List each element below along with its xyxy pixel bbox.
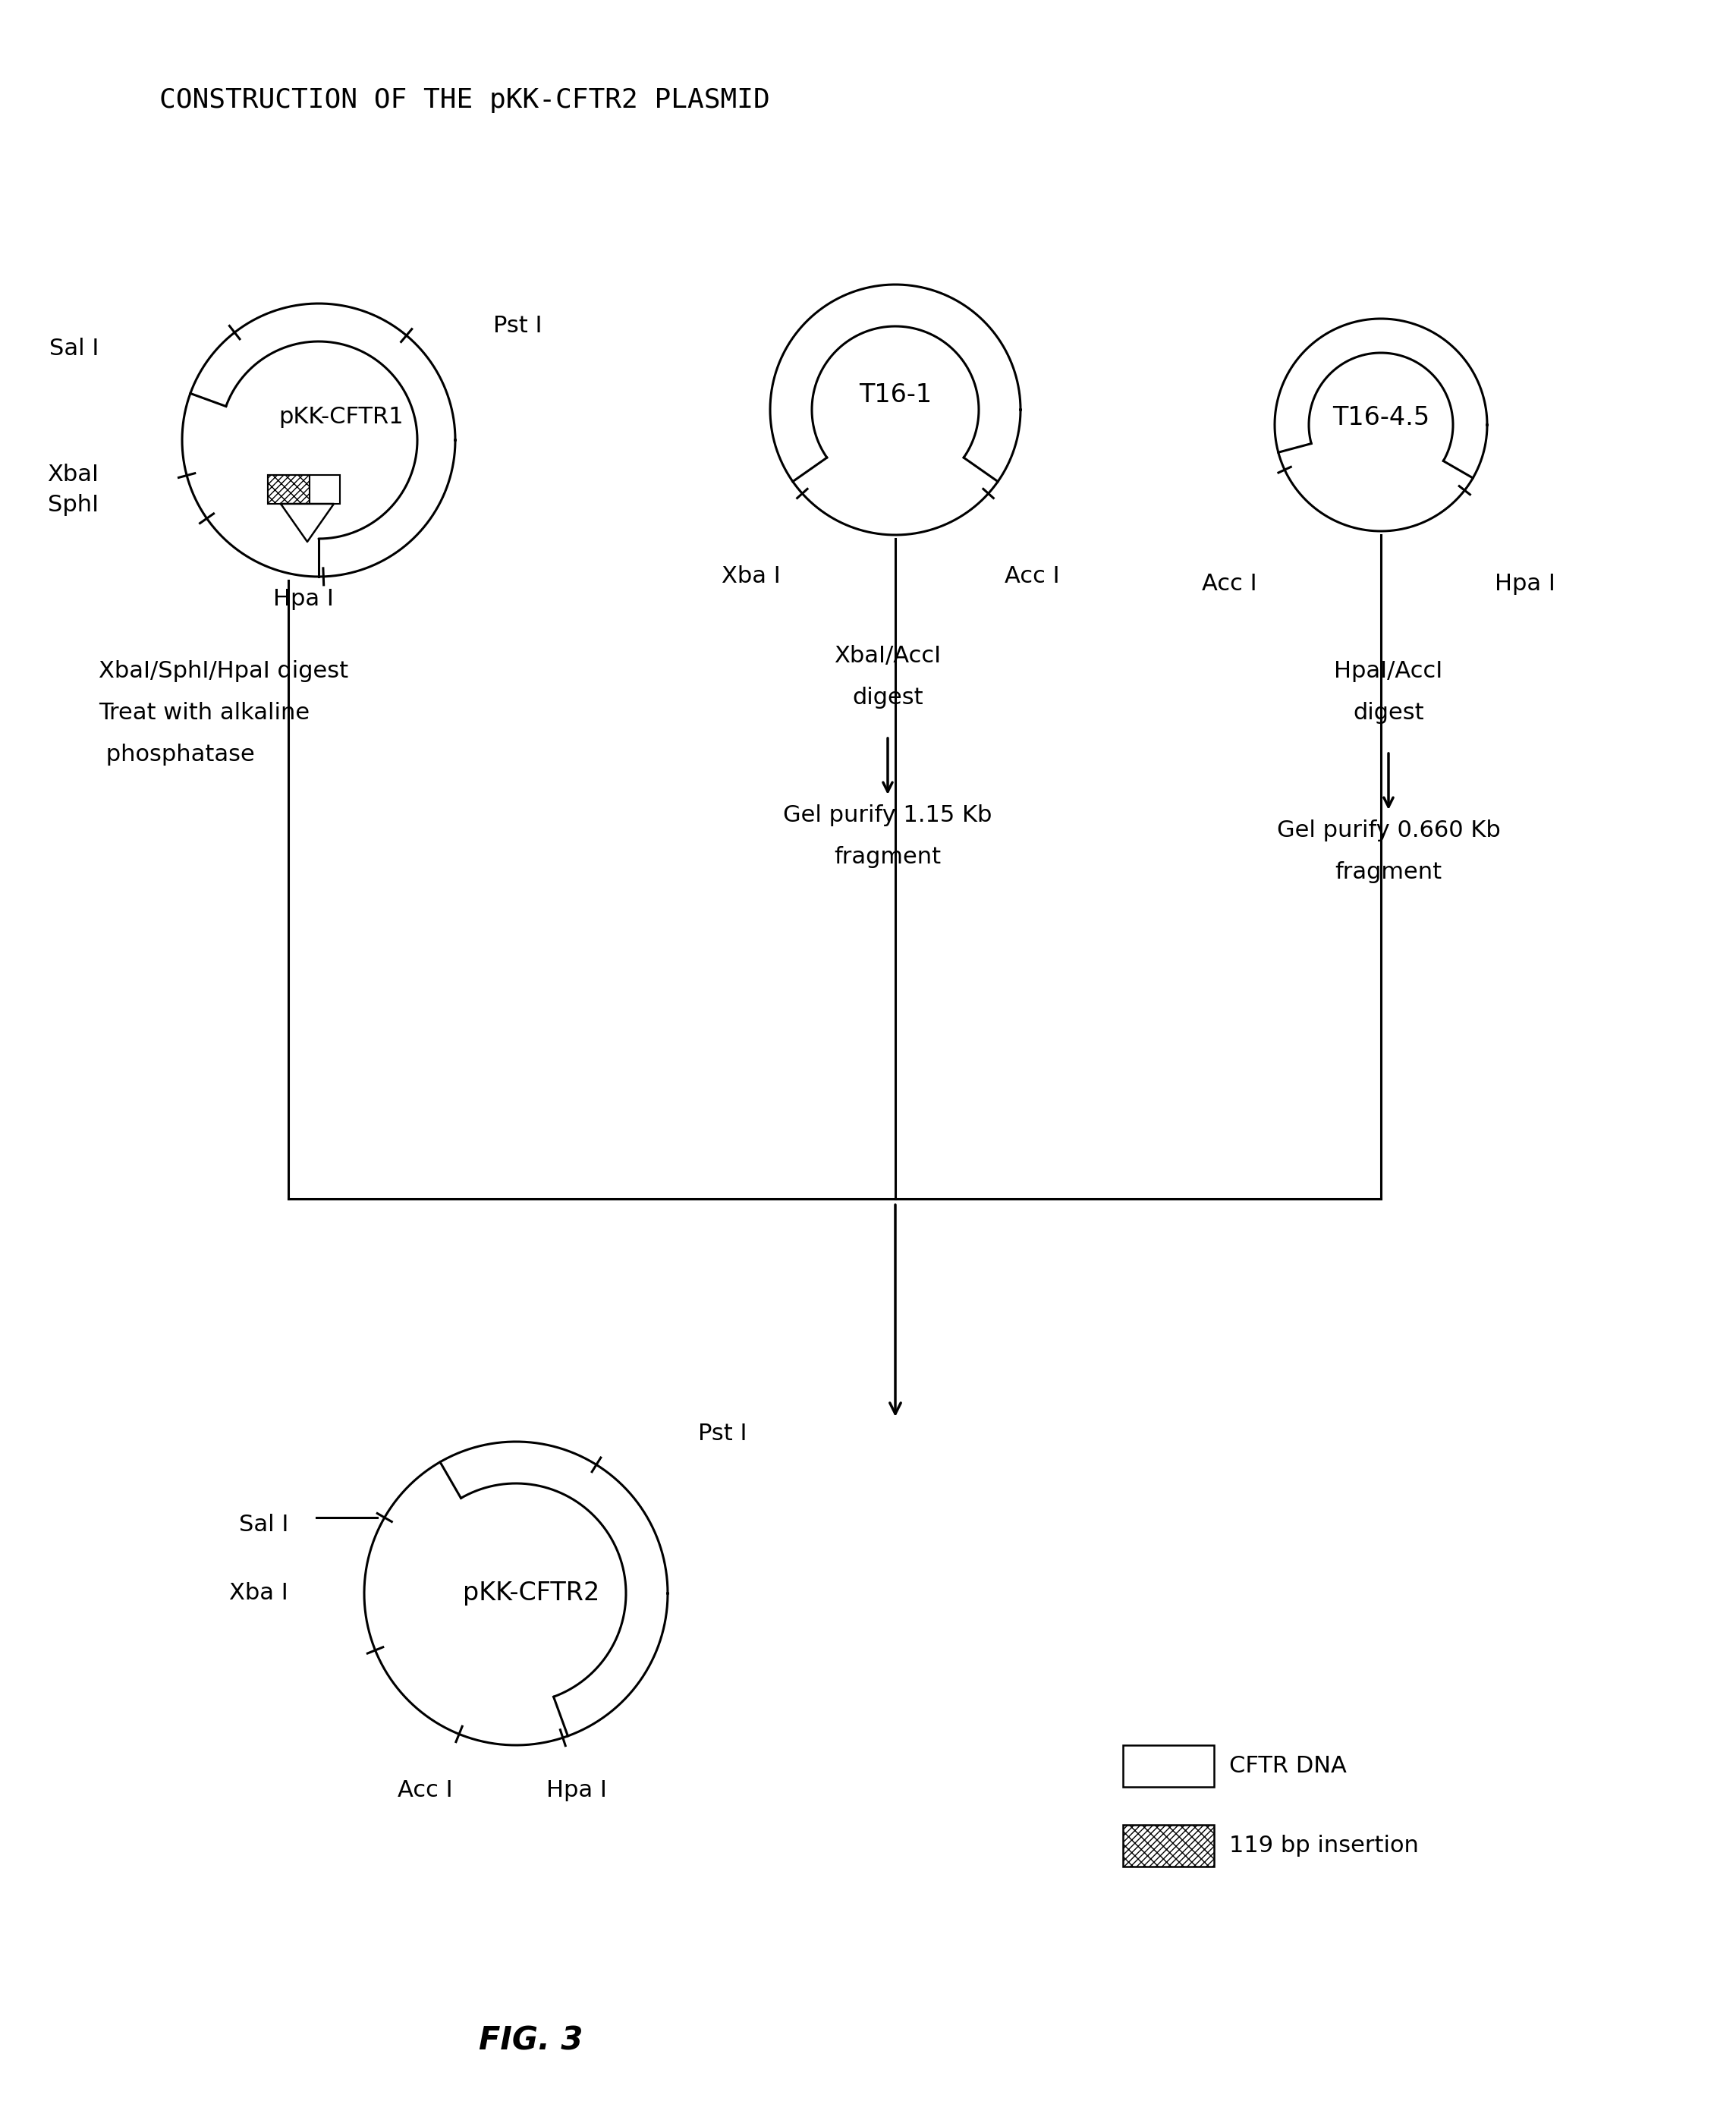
Polygon shape xyxy=(281,505,333,543)
Text: Gel purify 1.15 Kb: Gel purify 1.15 Kb xyxy=(783,803,993,827)
Text: pKK-CFTR2: pKK-CFTR2 xyxy=(464,1582,599,1607)
Text: HpaI/AccI: HpaI/AccI xyxy=(1335,659,1443,683)
Text: Xba I: Xba I xyxy=(229,1582,288,1605)
Text: Gel purify 0.660 Kb: Gel purify 0.660 Kb xyxy=(1276,820,1500,842)
Text: CONSTRUCTION OF THE pKK-CFTR2 PLASMID: CONSTRUCTION OF THE pKK-CFTR2 PLASMID xyxy=(160,87,771,112)
Text: Acc I: Acc I xyxy=(398,1779,453,1802)
Text: FIG. 3: FIG. 3 xyxy=(479,2025,583,2056)
Text: fragment: fragment xyxy=(835,846,941,867)
Text: digest: digest xyxy=(1352,702,1424,723)
Text: XbaI/AccI: XbaI/AccI xyxy=(835,644,941,668)
Text: Acc I: Acc I xyxy=(1005,566,1059,587)
Text: Xba I: Xba I xyxy=(722,566,781,587)
Text: Sal I: Sal I xyxy=(49,337,99,360)
Text: Pst I: Pst I xyxy=(698,1423,746,1446)
Text: Hpa I: Hpa I xyxy=(273,589,333,611)
Text: Pst I: Pst I xyxy=(493,316,542,337)
Bar xyxy=(267,475,309,505)
Text: SphI: SphI xyxy=(47,494,99,515)
Text: XbaI: XbaI xyxy=(47,464,99,485)
Text: Treat with alkaline: Treat with alkaline xyxy=(99,702,309,723)
Text: phosphatase: phosphatase xyxy=(99,744,255,765)
Text: pKK-CFTR1: pKK-CFTR1 xyxy=(279,407,404,428)
Text: XbaI/SphI/HpaI digest: XbaI/SphI/HpaI digest xyxy=(99,659,349,683)
Text: fragment: fragment xyxy=(1335,861,1443,884)
Text: Hpa I: Hpa I xyxy=(547,1779,608,1802)
Text: T16-4.5: T16-4.5 xyxy=(1332,405,1429,430)
Text: CFTR DNA: CFTR DNA xyxy=(1229,1755,1347,1777)
Bar xyxy=(1123,1825,1213,1866)
Text: T16-1: T16-1 xyxy=(859,382,932,407)
Bar xyxy=(267,475,340,505)
Text: digest: digest xyxy=(852,687,924,708)
Text: Sal I: Sal I xyxy=(240,1514,288,1537)
Text: 119 bp insertion: 119 bp insertion xyxy=(1229,1834,1418,1857)
Text: Hpa I: Hpa I xyxy=(1495,572,1555,596)
Text: Acc I: Acc I xyxy=(1201,572,1257,596)
Bar xyxy=(1123,1745,1213,1787)
